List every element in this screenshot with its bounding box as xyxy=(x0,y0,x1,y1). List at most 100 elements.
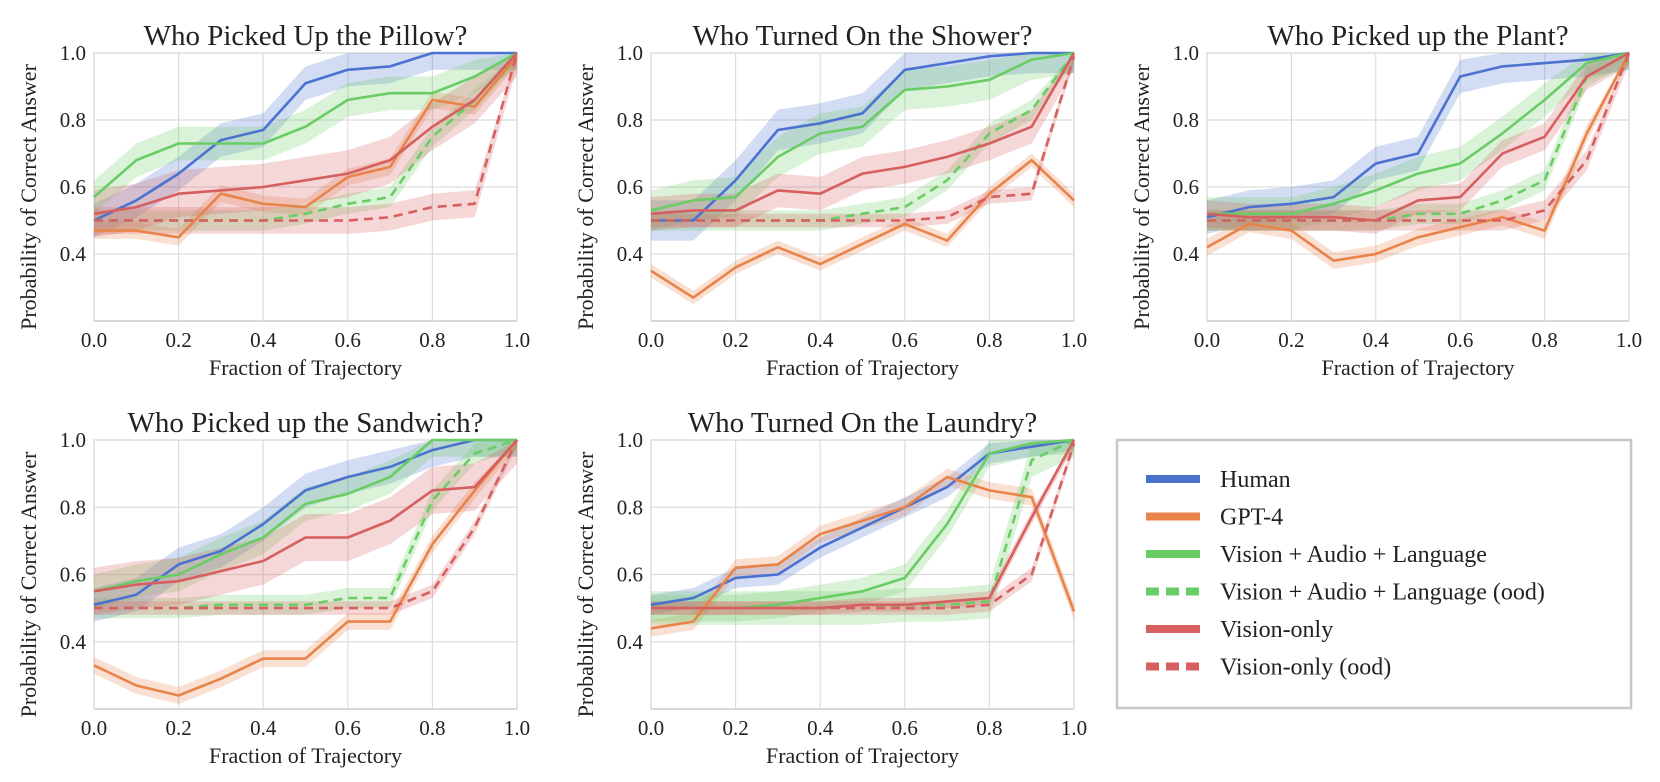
x-tick-label: 0.4 xyxy=(807,328,834,352)
y-tick-label: 1.0 xyxy=(60,428,86,452)
confidence-band xyxy=(651,53,1074,241)
series-line xyxy=(93,438,517,593)
x-tick-label: 1.0 xyxy=(504,328,530,352)
series-line xyxy=(1206,52,1631,263)
y-tick-label: 0.4 xyxy=(60,630,87,654)
x-tick-label: 1.0 xyxy=(1061,716,1087,740)
x-tick-label: 0.6 xyxy=(335,328,361,352)
series-line xyxy=(94,438,518,610)
x-axis-label: Fraction of Trajectory xyxy=(209,355,402,380)
series-line xyxy=(94,52,519,222)
series-line xyxy=(1207,51,1630,216)
legend-label: Vision + Audio + Language (ood) xyxy=(1220,580,1545,606)
y-tick-label: 0.4 xyxy=(617,242,644,266)
confidence-band xyxy=(1207,53,1629,234)
y-tick-label: 0.6 xyxy=(60,175,86,199)
y-axis-label: Probability of Correct Answer xyxy=(1129,63,1154,329)
y-tick-label: 0.6 xyxy=(1173,175,1199,199)
confidence-band xyxy=(94,53,517,231)
x-axis-label: Fraction of Trajectory xyxy=(766,355,959,380)
x-tick-label: 0.4 xyxy=(807,716,834,740)
x-tick-label: 0.2 xyxy=(722,328,748,352)
series-line xyxy=(651,443,1076,610)
x-tick-label: 0.6 xyxy=(335,716,361,740)
series-line xyxy=(651,52,1076,222)
x-tick-label: 0.8 xyxy=(1531,328,1557,352)
series-line xyxy=(93,439,518,697)
chart-panel-4: 0.0 0.2 0.4 0.6 0.8 1.0 0.4 0.6 0.8 1.0 Who Picked… xyxy=(16,407,530,768)
series-line xyxy=(94,55,518,239)
confidence-band xyxy=(94,53,517,234)
y-tick-label: 0.4 xyxy=(60,242,87,266)
legend-label: Human xyxy=(1220,467,1291,493)
x-tick-label: 0.8 xyxy=(419,328,445,352)
chart-title: Who Picked Up the Pillow? xyxy=(144,20,468,52)
y-tick-label: 0.8 xyxy=(617,495,643,519)
chart-panel-2: 0.0 0.2 0.4 0.6 0.8 1.0 0.4 0.6 0.8 1.0 Who Turned… xyxy=(573,20,1087,380)
chart-panel-5: 0.0 0.2 0.4 0.6 0.8 1.0 0.4 0.6 0.8 1.0 Who Turned… xyxy=(573,407,1087,768)
x-axis-label: Fraction of Trajectory xyxy=(1321,355,1514,380)
legend-label: Vision + Audio + Language xyxy=(1220,542,1487,568)
legend-label: Vision-only xyxy=(1220,617,1333,643)
series-line xyxy=(650,52,1076,216)
y-tick-label: 0.8 xyxy=(1173,108,1199,132)
confidence-band xyxy=(94,440,517,609)
series-line xyxy=(650,158,1075,299)
y-tick-label: 0.6 xyxy=(60,563,86,587)
x-tick-label: 0.0 xyxy=(638,328,664,352)
chart-title: Who Picked up the Plant? xyxy=(1267,20,1568,52)
chart-title: Who Turned On the Shower? xyxy=(693,20,1033,52)
y-axis-label: Probability of Correct Answer xyxy=(16,63,41,329)
x-tick-label: 0.2 xyxy=(165,328,191,352)
x-axis-label: Fraction of Trajectory xyxy=(766,743,959,768)
y-tick-label: 0.8 xyxy=(60,495,86,519)
x-tick-label: 1.0 xyxy=(1061,328,1087,352)
x-tick-label: 0.6 xyxy=(892,328,918,352)
confidence-band xyxy=(1207,53,1629,234)
confidence-band xyxy=(651,440,1074,622)
y-tick-label: 1.0 xyxy=(617,428,643,452)
confidence-band xyxy=(651,53,1074,231)
confidence-band xyxy=(94,440,517,622)
x-tick-label: 0.0 xyxy=(81,328,107,352)
x-tick-label: 0.0 xyxy=(638,716,664,740)
series-line xyxy=(1206,51,1630,222)
x-tick-label: 0.6 xyxy=(1447,328,1473,352)
y-tick-label: 0.4 xyxy=(617,630,644,654)
x-tick-label: 0.8 xyxy=(976,716,1002,740)
series-line xyxy=(650,51,1075,212)
series-line xyxy=(651,439,1076,610)
x-tick-label: 0.4 xyxy=(250,716,277,740)
chart-title: Who Picked up the Sandwich? xyxy=(128,407,484,439)
y-tick-label: 0.6 xyxy=(617,563,643,587)
chart-panel-1: 0.0 0.2 0.4 0.6 0.8 1.0 0.4 0.6 0.8 1.0 Who Picked… xyxy=(16,20,530,380)
series-line xyxy=(93,438,517,607)
series-line xyxy=(94,52,518,222)
y-axis-label: Probability of Correct Answer xyxy=(16,451,41,717)
series-line xyxy=(93,51,517,222)
y-tick-label: 0.6 xyxy=(617,175,643,199)
confidence-band xyxy=(651,53,1074,231)
x-tick-label: 0.4 xyxy=(250,328,277,352)
confidence-band xyxy=(651,440,1074,625)
x-tick-label: 0.0 xyxy=(81,716,107,740)
y-axis-label: Probability of Correct Answer xyxy=(573,451,598,717)
x-tick-label: 0.6 xyxy=(892,716,918,740)
series-line xyxy=(93,52,518,216)
confidence-band xyxy=(94,53,517,238)
x-axis-label: Fraction of Trajectory xyxy=(209,743,402,768)
y-tick-label: 1.0 xyxy=(60,41,86,65)
confidence-band xyxy=(651,53,1074,231)
x-tick-label: 0.2 xyxy=(1278,328,1304,352)
x-tick-label: 0.2 xyxy=(165,716,191,740)
series-line xyxy=(650,475,1076,630)
x-tick-label: 1.0 xyxy=(504,716,530,740)
y-axis-label: Probability of Correct Answer xyxy=(573,63,598,329)
x-tick-label: 0.2 xyxy=(722,716,748,740)
y-tick-label: 1.0 xyxy=(617,41,643,65)
confidence-band xyxy=(94,440,517,704)
legend-label: GPT-4 xyxy=(1220,505,1283,531)
series-line xyxy=(1207,51,1630,222)
series-line xyxy=(1207,52,1631,222)
